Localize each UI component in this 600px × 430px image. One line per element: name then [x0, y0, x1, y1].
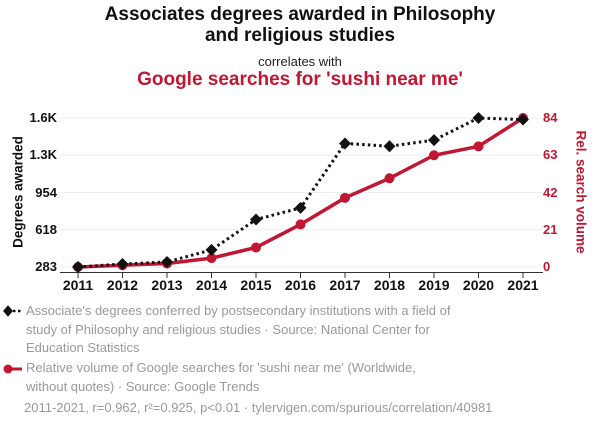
- correlates-with-label: correlates with: [258, 54, 342, 69]
- search-volume-data-point: [340, 192, 350, 203]
- degrees-data-point: [383, 140, 396, 153]
- left-tick-label: 1.6K: [29, 110, 57, 125]
- right-tick-label: 0: [543, 259, 551, 274]
- left-tick-label: 283: [35, 259, 57, 274]
- red-series-title: Google searches for 'sushi near me': [137, 69, 463, 90]
- red-line-series-marker-icon: [3, 364, 22, 374]
- search-volume-data-point: [73, 262, 83, 272]
- year-label: 2015: [240, 277, 272, 293]
- search-volume-data-point: [295, 219, 306, 230]
- legend-degrees-line-2: study of Philosophy and religious studie…: [26, 321, 430, 337]
- degrees-data-point: [339, 137, 351, 150]
- left-tick-label: 618: [35, 221, 57, 237]
- search-volume-data-point: [384, 173, 395, 184]
- degrees-data-point: [517, 113, 529, 126]
- legend-text-degrees: Associate's degrees conferred by postsec…: [26, 302, 451, 358]
- degrees-data-point: [161, 256, 173, 268]
- year-label: 2012: [106, 277, 139, 293]
- degrees-line: [77, 116, 524, 269]
- right-tick-label: 63: [543, 147, 558, 163]
- search-volume-data-point: [518, 113, 528, 123]
- year-label: 2020: [462, 277, 495, 293]
- degrees-data-point: [205, 243, 218, 256]
- search-volume-data-point: [429, 150, 439, 161]
- left-tick-label: 1.3K: [29, 147, 57, 163]
- year-label: 2014: [195, 277, 228, 293]
- year-label: 2017: [329, 277, 361, 293]
- search-volume-data-point: [473, 141, 484, 152]
- right-tick-label: 21: [543, 221, 558, 237]
- degrees-data-point: [294, 201, 307, 214]
- legend-degrees-line-1: Associate's degrees conferred by postsec…: [26, 303, 451, 318]
- degrees-data-point: [250, 213, 262, 226]
- right-tick-label: 84: [543, 110, 558, 125]
- left-tick-label: 954: [35, 184, 57, 200]
- year-label: 2018: [373, 277, 406, 293]
- legend-searches-line-1: Relative volume of Google searches for '…: [26, 360, 416, 375]
- title-line-2: and religious studies: [204, 25, 396, 46]
- black-dotted-series-marker-icon: [3, 305, 22, 317]
- legend-entry-degrees: Associate's degrees conferred by postsec…: [2, 302, 451, 358]
- page-title: Associates degrees awarded in Philosophy…: [0, 4, 600, 46]
- search-volume-line: [77, 116, 524, 269]
- title-line-1: Associates degrees awarded in Philosophy: [104, 4, 496, 25]
- degrees-data-point: [116, 258, 129, 270]
- degrees-data-point: [472, 112, 485, 124]
- year-label: 2013: [151, 277, 183, 293]
- legend-searches-line-2: without quotes) · Source: Google Trends: [26, 378, 260, 394]
- year-label: 2019: [418, 277, 450, 293]
- year-label: 2011: [62, 277, 94, 293]
- stats-footer: 2011-2021, r=0.962, r²=0.925, p<0.01 · t…: [24, 400, 493, 415]
- degrees-data-point: [428, 134, 440, 147]
- search-volume-data-point: [162, 258, 172, 269]
- legend-entry-searches: Relative volume of Google searches for '…: [2, 359, 416, 396]
- search-volume-data-point: [206, 253, 217, 264]
- search-volume-data-point: [251, 242, 261, 253]
- search-volume-data-point: [117, 260, 128, 271]
- year-label: 2021: [507, 277, 539, 293]
- right-tick-label: 42: [543, 184, 558, 200]
- degrees-data-point: [72, 261, 84, 273]
- year-label: 2016: [284, 277, 317, 293]
- legend-degrees-line-3: Education Statistics: [26, 340, 140, 355]
- legend-text-searches: Relative volume of Google searches for '…: [26, 359, 416, 396]
